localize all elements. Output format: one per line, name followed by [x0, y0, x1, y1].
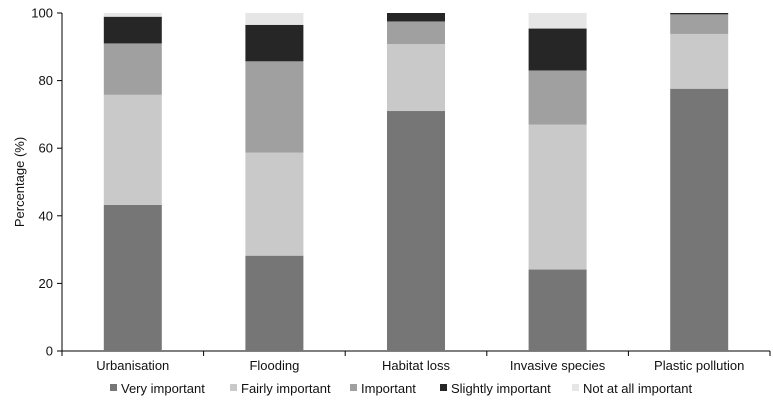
legend-label: Not at all important	[583, 381, 692, 396]
bar-segment	[528, 269, 587, 351]
bar-segment	[387, 44, 445, 112]
bar-segment	[528, 13, 587, 29]
bar-segment	[103, 204, 162, 351]
bar-segment	[103, 16, 162, 44]
legend: Very important Fairly important Important S…	[110, 381, 692, 396]
bar-segment	[670, 33, 729, 89]
bar-segment	[387, 111, 445, 352]
bar-segment	[528, 70, 587, 125]
bar-segment	[387, 13, 445, 22]
x-tick-label: Flooding	[249, 358, 299, 373]
bars	[103, 13, 729, 352]
y-tick-label: 0	[46, 344, 53, 359]
x-tick-label: Urbanisation	[96, 358, 169, 373]
y-tick-label: 80	[39, 73, 53, 88]
legend-label: Very important	[121, 381, 205, 396]
x-axis: Urbanisation Flooding Habitat loss Invasive…	[61, 350, 771, 373]
legend-swatch	[110, 384, 117, 391]
bar-segment	[670, 88, 729, 351]
x-tick-label: Plastic pollution	[654, 358, 744, 373]
legend-swatch	[572, 384, 579, 391]
bar-segment	[245, 13, 304, 25]
bar-segment	[103, 13, 162, 17]
bar-segment	[528, 124, 587, 270]
bar-segment	[670, 14, 729, 34]
x-tick-label: Invasive species	[510, 358, 606, 373]
bar-segment	[245, 24, 304, 62]
y-axis: 0 20 40 60 80 100	[31, 6, 63, 359]
y-tick-label: 20	[39, 276, 53, 291]
legend-label: Fairly important	[241, 381, 331, 396]
bar-segment	[103, 43, 162, 95]
bar-segment	[245, 152, 304, 256]
bar-segment	[245, 61, 304, 153]
y-tick-label: 40	[39, 208, 53, 223]
bar-segment	[245, 255, 304, 351]
legend-swatch	[350, 384, 357, 391]
legend-swatch	[230, 384, 237, 391]
bar-segment	[528, 28, 587, 71]
bar-segment	[670, 13, 729, 15]
bar-segment	[387, 21, 445, 45]
y-tick-label: 60	[39, 141, 53, 156]
y-tick-label: 100	[31, 6, 53, 21]
y-axis-title: Percentage (%)	[12, 137, 27, 227]
x-tick-label: Habitat loss	[382, 358, 450, 373]
legend-label: Important	[361, 381, 416, 396]
legend-swatch	[440, 384, 447, 391]
legend-label: Slightly important	[451, 381, 551, 396]
bar-segment	[103, 94, 162, 205]
